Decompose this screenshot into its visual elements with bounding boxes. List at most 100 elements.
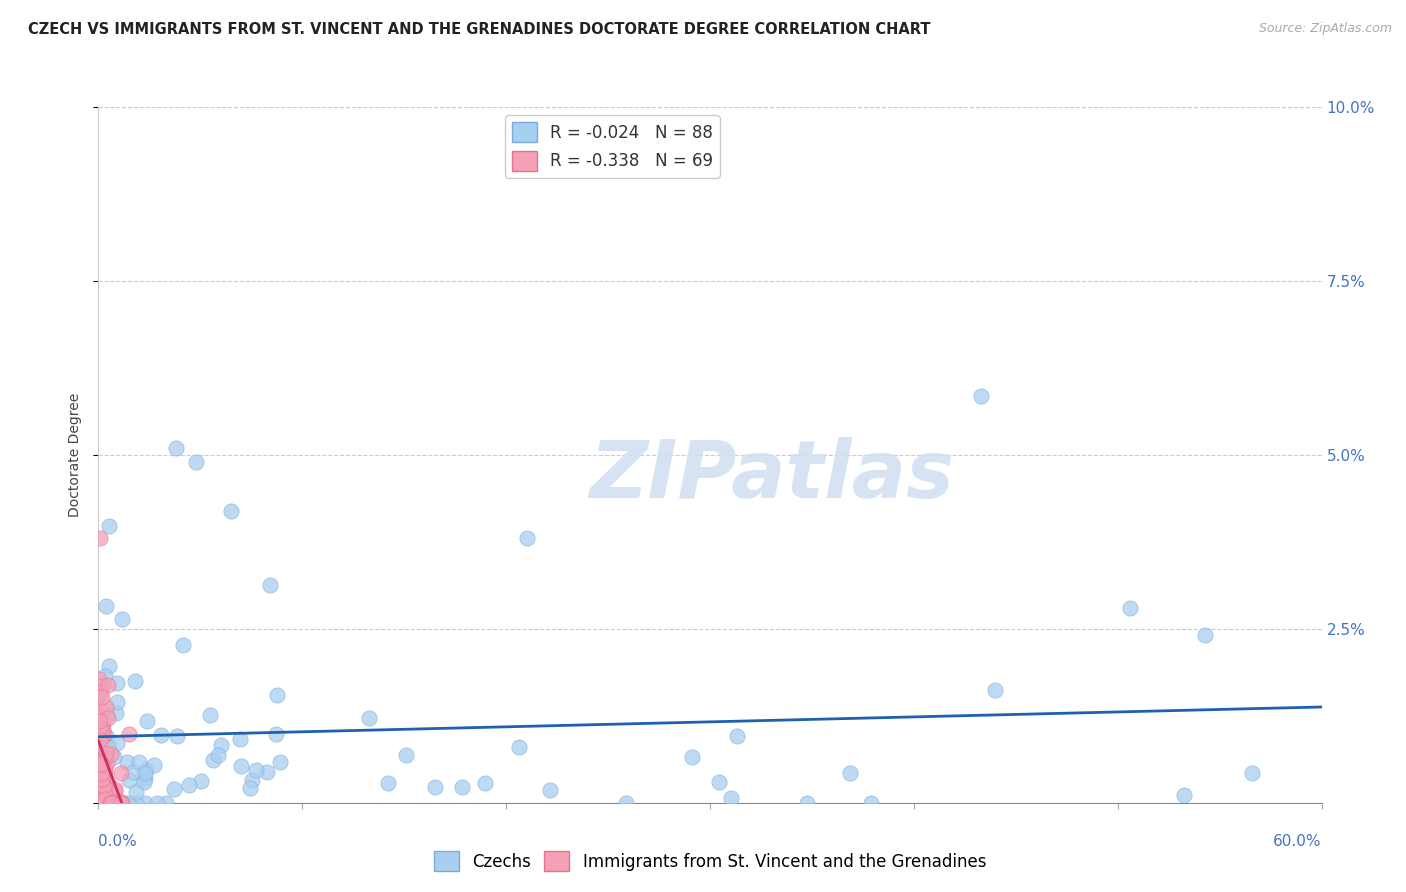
Point: [860, 796, 883, 810]
Point: [124, 674, 146, 689]
Point: [90, 756, 112, 771]
Point: [90, 759, 112, 773]
Point: [377, 775, 399, 789]
Point: [93, 780, 115, 794]
Point: [97, 778, 120, 792]
Point: [231, 759, 253, 773]
Point: [229, 731, 252, 746]
Point: [100, 795, 122, 809]
Point: [91, 723, 114, 737]
Point: [94, 750, 117, 764]
Point: [90, 777, 112, 791]
Point: [269, 755, 291, 769]
Point: [146, 796, 169, 810]
Point: [134, 796, 156, 810]
Point: [104, 706, 127, 720]
Point: [94, 793, 117, 807]
Point: [89, 733, 111, 747]
Point: [98, 796, 121, 810]
Point: [256, 764, 278, 779]
Point: [538, 782, 561, 797]
Point: [97, 711, 120, 725]
Point: [198, 708, 221, 723]
Point: [94, 599, 117, 613]
Point: [89, 755, 111, 769]
Point: [89, 723, 111, 737]
Legend: Czechs, Immigrants from St. Vincent and the Grenadines: Czechs, Immigrants from St. Vincent and …: [427, 845, 993, 878]
Point: [474, 775, 496, 789]
Point: [103, 783, 125, 797]
Point: [89, 685, 111, 699]
Point: [90, 679, 112, 693]
Point: [98, 796, 121, 810]
Point: [89, 532, 111, 546]
Point: [96, 756, 118, 771]
Point: [98, 796, 121, 810]
Text: ZIPatlas: ZIPatlas: [589, 437, 953, 515]
Point: [90, 782, 112, 797]
Point: [90, 766, 112, 780]
Point: [359, 711, 381, 725]
Point: [94, 788, 117, 802]
Point: [239, 780, 262, 795]
Point: [90, 767, 112, 781]
Point: [96, 731, 118, 745]
Point: [94, 792, 117, 806]
Point: [186, 455, 208, 469]
Point: [101, 796, 124, 810]
Point: [90, 772, 112, 787]
Point: [90, 764, 112, 778]
Point: [96, 746, 118, 760]
Point: [117, 755, 139, 769]
Point: [89, 756, 111, 770]
Point: [104, 782, 127, 797]
Y-axis label: Doctorate Degree: Doctorate Degree: [69, 392, 83, 517]
Point: [983, 683, 1005, 698]
Point: [91, 716, 114, 731]
Point: [90, 745, 112, 759]
Point: [166, 730, 188, 744]
Point: [101, 796, 124, 810]
Point: [100, 747, 122, 762]
Point: [90, 735, 112, 749]
Point: [240, 773, 263, 788]
Point: [100, 796, 122, 810]
Point: [105, 735, 128, 749]
Point: [94, 762, 117, 776]
Point: [266, 726, 288, 740]
Point: [96, 777, 118, 791]
Point: [87, 673, 110, 687]
Point: [111, 612, 134, 626]
Point: [128, 755, 150, 769]
Point: [838, 766, 860, 780]
Point: [134, 775, 156, 789]
Point: [202, 753, 225, 767]
Point: [103, 750, 125, 764]
Point: [117, 796, 139, 810]
Point: [90, 756, 112, 770]
Point: [190, 774, 212, 789]
Point: [87, 722, 110, 736]
Point: [91, 690, 114, 704]
Point: [90, 701, 112, 715]
Point: [125, 785, 148, 799]
Point: [89, 755, 111, 769]
Point: [1194, 628, 1216, 642]
Point: [96, 708, 118, 723]
Point: [508, 739, 530, 754]
Point: [110, 796, 132, 810]
Point: [87, 714, 110, 728]
Point: [103, 796, 125, 810]
Point: [101, 794, 124, 808]
Point: [110, 766, 132, 780]
Point: [91, 722, 114, 736]
Point: [135, 763, 157, 777]
Point: [103, 795, 125, 809]
Point: [118, 727, 141, 741]
Point: [89, 754, 111, 768]
Point: [96, 700, 118, 714]
Point: [1240, 765, 1263, 780]
Point: [209, 738, 232, 752]
Point: [969, 389, 991, 403]
Text: 60.0%: 60.0%: [1274, 834, 1322, 849]
